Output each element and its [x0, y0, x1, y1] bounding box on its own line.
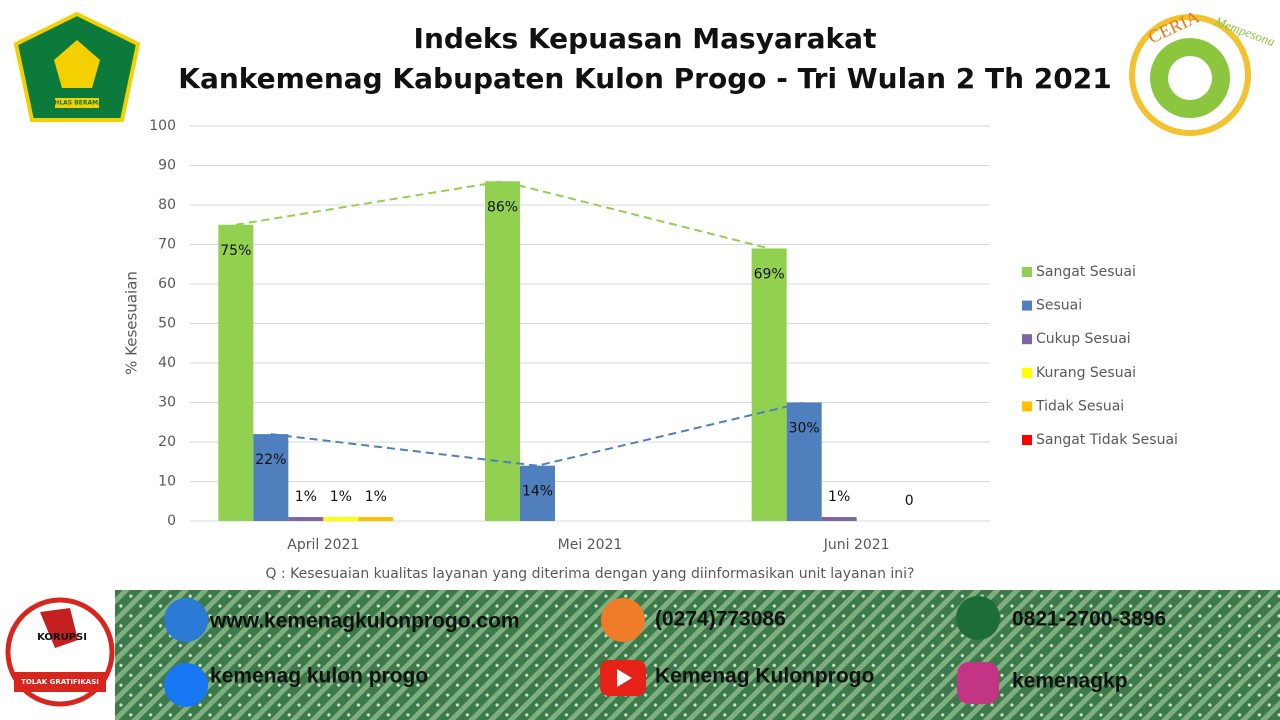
legend-swatch	[1022, 267, 1032, 277]
youtube: Kemenag Kulonprogo	[655, 665, 874, 688]
legend-label: Kurang Sesuai	[1036, 365, 1136, 381]
anti-corruption-logo: KORUPSI TOLAK GRATIFIKASI	[5, 597, 115, 707]
y-tick-label: 60	[158, 276, 176, 292]
value-label: 1%	[365, 489, 387, 505]
y-tick-label: 50	[158, 316, 176, 332]
x-tick-label: April 2021	[287, 537, 359, 553]
legend-label: Cukup Sesuai	[1036, 331, 1131, 347]
whatsapp-icon	[956, 596, 1000, 640]
bar	[288, 517, 324, 521]
y-axis-label: % Kesesuaian	[123, 271, 141, 375]
x-tick-label: Juni 2021	[823, 537, 890, 553]
bar	[358, 517, 394, 521]
y-tick-label: 90	[158, 158, 176, 174]
x-axis-label: Q : Kesesuaian kualitas layanan yang dit…	[266, 566, 915, 582]
legend-swatch	[1022, 367, 1032, 378]
legend-swatch	[1022, 401, 1032, 412]
value-label: 14%	[522, 484, 553, 500]
value-label: 22%	[255, 452, 286, 468]
website: www.kemenagkulonprogo.com	[209, 610, 520, 633]
legend-label: Sangat Tidak Sesuai	[1036, 432, 1178, 448]
phone: (0274)773086	[655, 608, 786, 631]
value-label: 69%	[754, 266, 785, 282]
value-label: 1%	[295, 489, 317, 505]
value-label: 0	[905, 493, 914, 509]
y-tick-label: 70	[158, 237, 176, 253]
value-label: 75%	[220, 243, 251, 259]
chart-title: Indeks Kepuasan Masyarakat	[414, 22, 877, 55]
logo-text: TOLAK GRATIFIKASI	[21, 678, 99, 686]
ceria-logo: CERIA Mempesona	[1129, 6, 1278, 136]
y-tick-label: 80	[158, 197, 176, 213]
bar	[485, 181, 520, 522]
y-tick-label: 30	[158, 395, 176, 411]
y-tick-label: 0	[167, 513, 176, 529]
value-label: 1%	[828, 489, 850, 505]
y-tick-label: 10	[158, 474, 176, 490]
legend-swatch	[1022, 300, 1032, 311]
kemenag-logo: IKHLAS BERAMAL	[13, 11, 141, 122]
facebook-icon	[164, 663, 208, 707]
whatsapp: 0821-2700-3896	[1012, 608, 1166, 631]
instagram-icon	[957, 662, 999, 704]
value-label: 1%	[330, 489, 352, 505]
logo-text: IKHLAS BERAMAL	[47, 100, 106, 107]
phone-icon	[601, 598, 645, 642]
bar	[253, 434, 289, 521]
bar	[821, 517, 857, 521]
logo-text: KORUPSI	[37, 632, 87, 643]
legend-label: Sesuai	[1036, 298, 1082, 314]
x-tick-label: Mei 2021	[558, 537, 623, 553]
footer: KORUPSI TOLAK GRATIFIKASI www.kemenagkul…	[5, 590, 1280, 720]
bar	[323, 517, 359, 521]
web-icon	[164, 598, 208, 642]
bar	[218, 224, 254, 521]
legend-label: Sangat Sesuai	[1036, 264, 1136, 280]
value-label: 86%	[487, 199, 518, 215]
facebook: kemenag kulon progo	[210, 665, 428, 688]
bar	[786, 402, 822, 521]
youtube-icon	[617, 669, 632, 687]
instagram: kemenagkp	[1012, 670, 1128, 693]
legend-label: Tidak Sesuai	[1035, 398, 1124, 414]
legend-swatch	[1022, 334, 1032, 345]
y-tick-label: 100	[149, 118, 176, 134]
bar	[520, 465, 555, 521]
bar	[751, 248, 787, 521]
y-tick-label: 20	[158, 434, 176, 450]
value-label: 30%	[789, 421, 820, 437]
legend-swatch	[1022, 435, 1032, 445]
chart-title: Kankemenag Kabupaten Kulon Progo - Tri W…	[178, 62, 1111, 95]
y-tick-label: 40	[158, 355, 176, 371]
